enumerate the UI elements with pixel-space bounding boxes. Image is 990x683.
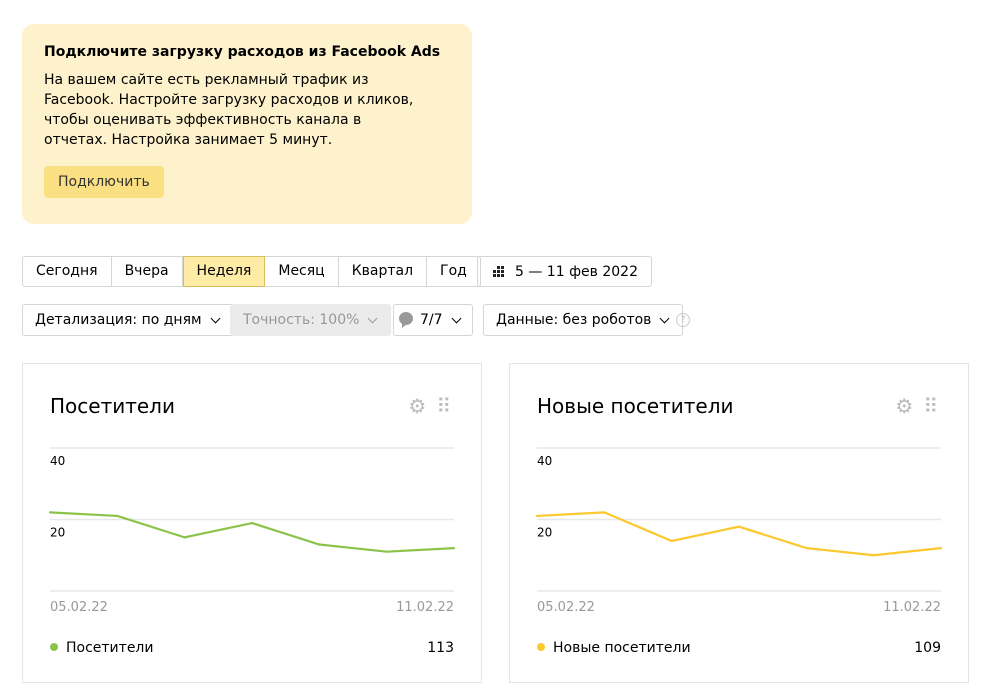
drag-handle-icon[interactable]: ⠿	[923, 394, 938, 418]
x-tick-label: 05.02.22	[537, 600, 595, 615]
period-week[interactable]: Неделя	[182, 256, 266, 287]
legend-total: 109	[914, 640, 941, 656]
data-dropdown[interactable]: Данные: без роботов	[483, 304, 684, 336]
series-line	[49, 511, 455, 553]
detail-label: Детализация: по дням	[35, 312, 202, 328]
gear-icon[interactable]: ⚙	[408, 394, 427, 418]
banner-title: Подключите загрузку расходов из Facebook…	[44, 44, 441, 60]
data-point	[183, 536, 186, 539]
period-month[interactable]: Месяц	[265, 257, 339, 286]
visitors-chart: 20 40 05.02.22 11.02.22	[48, 447, 456, 615]
period-quarter[interactable]: Квартал	[339, 257, 428, 286]
accuracy-label: Точность: 100%	[243, 312, 360, 328]
data-point	[452, 547, 456, 550]
calendar-icon	[493, 265, 504, 277]
help-icon[interactable]: ?	[676, 313, 690, 327]
period-year[interactable]: Год	[440, 263, 467, 279]
widget-title: Новые посетители	[537, 394, 734, 418]
date-range-button[interactable]: 5 — 11 фев 2022	[477, 256, 652, 287]
new-visitors-widget: Новые посетители ⚙ ⠿ 20 40 05.02.22 11.02.22…	[509, 363, 969, 683]
drag-handle-icon[interactable]: ⠿	[436, 394, 451, 418]
y-tick-label: 40	[537, 454, 552, 468]
data-label: Данные: без роботов	[496, 312, 652, 328]
data-point	[385, 550, 388, 553]
x-tick-label: 05.02.22	[50, 600, 108, 615]
period-today[interactable]: Сегодня	[23, 257, 112, 286]
data-point	[872, 554, 875, 557]
banner-text: На вашем сайте есть рекламный трафик из …	[44, 72, 414, 148]
segments-dropdown[interactable]: 7/7	[393, 304, 473, 336]
data-point	[250, 521, 254, 525]
connect-button[interactable]: Подключить	[44, 166, 164, 198]
data-point	[670, 539, 673, 543]
data-point	[535, 514, 539, 518]
facebook-ads-banner: Подключите загрузку расходов из Facebook…	[22, 24, 472, 224]
legend-label: Посетители	[66, 640, 154, 656]
period-yesterday[interactable]: Вчера	[112, 257, 183, 286]
data-point	[48, 511, 52, 514]
chevron-down-icon	[367, 313, 378, 323]
accuracy-dropdown: Точность: 100%	[230, 304, 392, 336]
data-point	[939, 547, 943, 550]
new-visitors-chart: 20 40 05.02.22 11.02.22	[535, 447, 943, 615]
data-point	[603, 511, 606, 514]
y-tick-label: 20	[537, 526, 552, 540]
comment-icon	[399, 312, 413, 328]
legend-total: 113	[427, 640, 454, 656]
data-point	[737, 525, 741, 528]
data-point	[805, 547, 808, 550]
y-tick-label: 20	[50, 526, 65, 540]
gear-icon[interactable]: ⚙	[895, 394, 914, 418]
legend-dot-icon	[50, 643, 58, 651]
legend-item: Посетители	[50, 640, 153, 656]
x-tick-label: 11.02.22	[883, 600, 941, 615]
period-selector: Сегодня Вчера Неделя Месяц Квартал Год	[22, 256, 481, 287]
segments-label: 7/7	[420, 312, 443, 328]
legend-dot-icon	[537, 643, 545, 651]
chevron-down-icon	[451, 313, 461, 323]
y-tick-label: 40	[50, 454, 65, 468]
data-point	[116, 514, 119, 518]
chevron-down-icon	[659, 313, 670, 323]
x-tick-label: 11.02.22	[396, 600, 454, 615]
legend-label: Новые посетители	[553, 640, 691, 656]
chevron-down-icon	[210, 313, 221, 323]
detail-dropdown[interactable]: Детализация: по дням	[22, 304, 234, 336]
visitors-widget: Посетители ⚙ ⠿ 20 40 05.02.22 11.02.22 Посет…	[22, 363, 482, 683]
data-point	[318, 543, 321, 546]
date-range-label: 5 — 11 фев 2022	[515, 263, 638, 280]
legend-item: Новые посетители	[537, 640, 691, 656]
widget-title: Посетители	[50, 394, 175, 418]
